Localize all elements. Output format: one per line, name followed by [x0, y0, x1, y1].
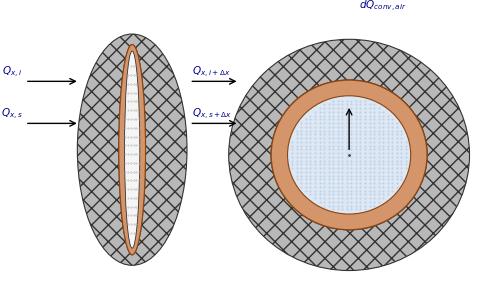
Text: $Q_{x,s+\Delta x}$: $Q_{x,s+\Delta x}$ — [192, 107, 232, 122]
Text: $Q_{x,i+\Delta x}$: $Q_{x,i+\Delta x}$ — [192, 65, 230, 80]
Ellipse shape — [119, 44, 146, 255]
Ellipse shape — [271, 80, 427, 230]
Ellipse shape — [228, 39, 470, 271]
Ellipse shape — [271, 80, 427, 230]
Text: $dQ_{conv,water}$: $dQ_{conv,water}$ — [344, 130, 403, 146]
Text: $Q_{x,i}$: $Q_{x,i}$ — [2, 65, 22, 80]
Ellipse shape — [119, 44, 146, 255]
Text: $dQ_{conv,air}$: $dQ_{conv,air}$ — [360, 0, 407, 14]
Ellipse shape — [78, 34, 187, 265]
Text: $Q_{x,s}$: $Q_{x,s}$ — [0, 107, 22, 122]
Ellipse shape — [288, 96, 410, 214]
Ellipse shape — [124, 51, 140, 248]
